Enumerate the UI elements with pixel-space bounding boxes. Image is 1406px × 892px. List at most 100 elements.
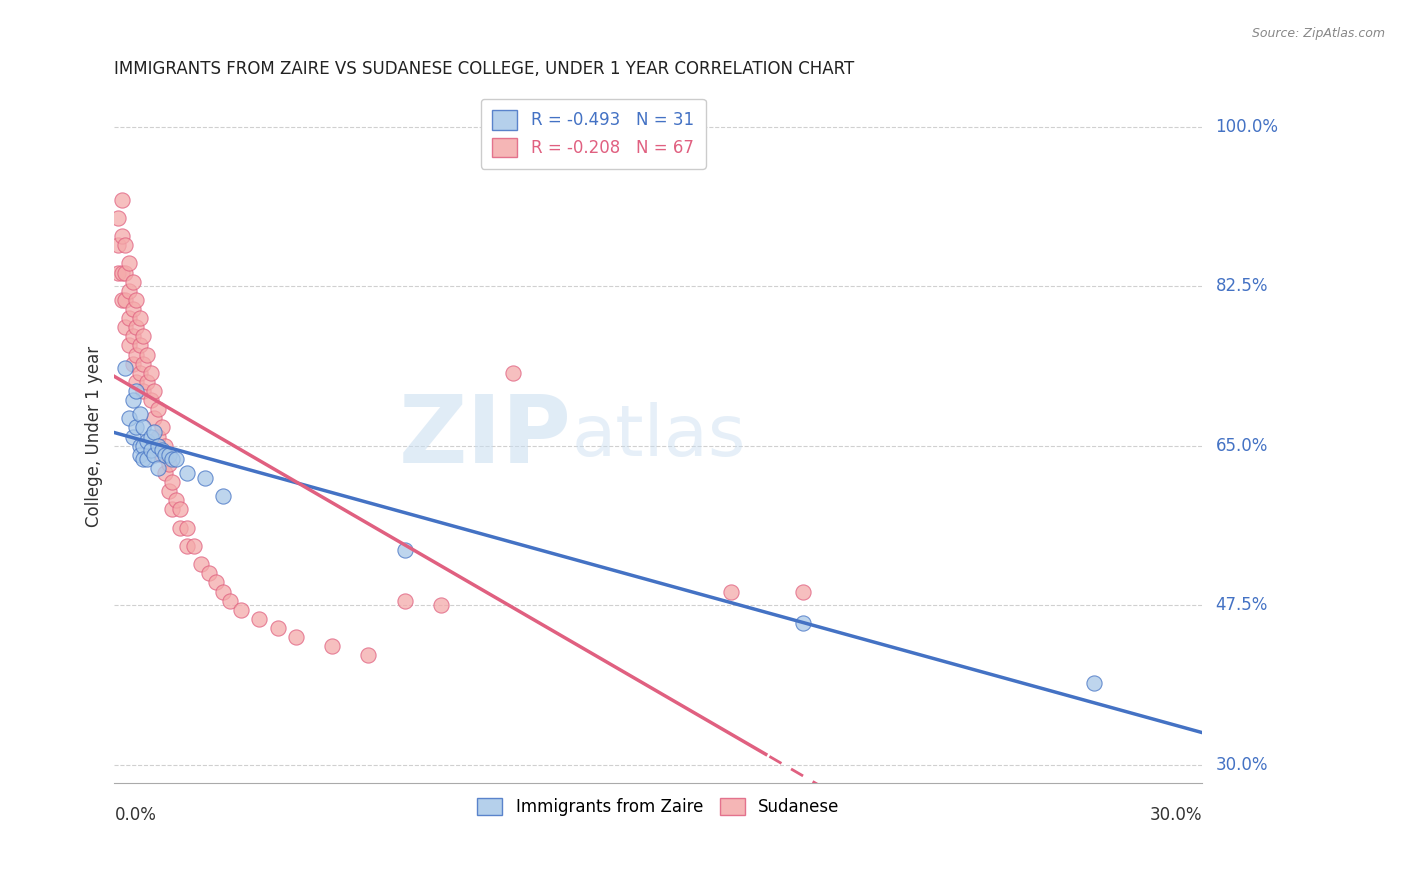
Point [162, 452, 184, 467]
Point [125, 347, 148, 361]
Text: 100.0%: 100.0% [1216, 118, 1278, 136]
Point [132, 329, 155, 343]
Point [139, 443, 162, 458]
Point [720, 584, 742, 599]
Point [153, 439, 176, 453]
Point [190, 557, 212, 571]
Point [205, 575, 228, 590]
Point [183, 539, 205, 553]
Point [111, 193, 134, 207]
Point [162, 502, 184, 516]
Point [143, 425, 166, 439]
Point [111, 293, 134, 307]
Point [284, 630, 307, 644]
Y-axis label: College, Under 1 year: College, Under 1 year [86, 346, 103, 527]
Point [212, 489, 235, 503]
Point [165, 452, 187, 467]
Point [121, 301, 143, 316]
Point [792, 584, 814, 599]
Point [219, 593, 242, 607]
Point [132, 452, 155, 467]
Point [165, 493, 187, 508]
Point [111, 266, 134, 280]
Point [231, 603, 253, 617]
Point [249, 612, 271, 626]
Text: 47.5%: 47.5% [1216, 596, 1268, 615]
Point [132, 439, 155, 453]
Text: 30.0%: 30.0% [1216, 756, 1268, 773]
Point [139, 429, 162, 443]
Point [118, 256, 141, 270]
Point [136, 452, 159, 467]
Point [114, 361, 136, 376]
Point [118, 284, 141, 298]
Point [176, 539, 198, 553]
Point [143, 448, 166, 462]
Text: 65.0%: 65.0% [1216, 437, 1268, 455]
Point [125, 375, 148, 389]
Point [128, 407, 150, 421]
Point [321, 639, 343, 653]
Point [114, 238, 136, 252]
Point [394, 543, 416, 558]
Point [146, 439, 169, 453]
Point [125, 384, 148, 398]
Point [1083, 675, 1105, 690]
Point [266, 621, 288, 635]
Point [430, 598, 453, 612]
Point [146, 461, 169, 475]
Legend: Immigrants from Zaire, Sudanese: Immigrants from Zaire, Sudanese [471, 791, 846, 823]
Point [176, 466, 198, 480]
Point [150, 443, 173, 458]
Point [128, 366, 150, 380]
Point [169, 502, 191, 516]
Point [394, 593, 416, 607]
Text: 0.0%: 0.0% [114, 805, 156, 823]
Point [176, 521, 198, 535]
Point [121, 357, 143, 371]
Point [357, 648, 380, 663]
Point [169, 521, 191, 535]
Point [136, 375, 159, 389]
Point [194, 470, 217, 484]
Point [132, 420, 155, 434]
Point [121, 275, 143, 289]
Point [128, 311, 150, 326]
Text: 82.5%: 82.5% [1216, 277, 1268, 295]
Point [121, 393, 143, 408]
Point [143, 411, 166, 425]
Point [153, 466, 176, 480]
Text: IMMIGRANTS FROM ZAIRE VS SUDANESE COLLEGE, UNDER 1 YEAR CORRELATION CHART: IMMIGRANTS FROM ZAIRE VS SUDANESE COLLEG… [114, 60, 855, 78]
Point [121, 429, 143, 443]
Point [128, 439, 150, 453]
Point [157, 448, 180, 462]
Point [125, 320, 148, 334]
Point [132, 384, 155, 398]
Point [118, 411, 141, 425]
Point [792, 616, 814, 631]
Point [162, 475, 184, 490]
Point [107, 266, 129, 280]
Point [118, 338, 141, 352]
Point [118, 311, 141, 326]
Point [114, 293, 136, 307]
Point [146, 402, 169, 417]
Point [111, 229, 134, 244]
Point [114, 266, 136, 280]
Text: atlas: atlas [571, 402, 745, 471]
Point [146, 429, 169, 443]
Point [143, 384, 166, 398]
Text: ZIP: ZIP [398, 391, 571, 483]
Point [132, 357, 155, 371]
Text: 30.0%: 30.0% [1150, 805, 1202, 823]
Point [150, 448, 173, 462]
Point [107, 238, 129, 252]
Point [157, 457, 180, 471]
Point [125, 293, 148, 307]
Point [502, 366, 524, 380]
Point [139, 393, 162, 408]
Point [128, 448, 150, 462]
Point [197, 566, 219, 581]
Point [150, 420, 173, 434]
Point [157, 484, 180, 499]
